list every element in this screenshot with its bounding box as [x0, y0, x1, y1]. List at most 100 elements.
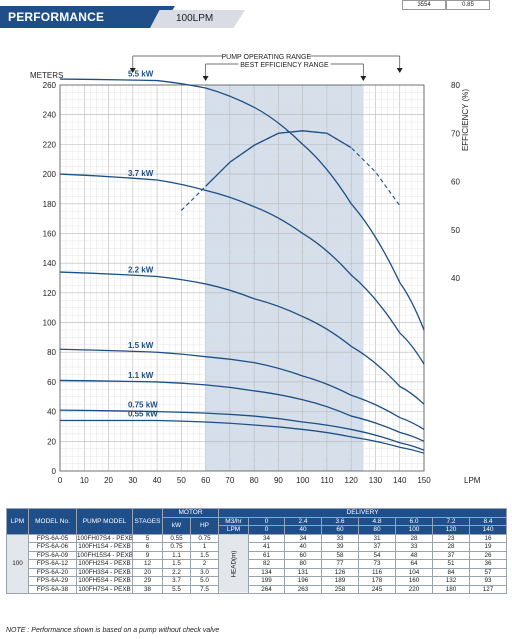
model-cell: FPS-6A-06 — [28, 542, 77, 552]
x-axis-label: LPM — [464, 476, 481, 485]
pump-operating-range-label-bg — [222, 51, 311, 60]
head-value-cell: 19 — [469, 542, 508, 552]
model-cell: FPS-6A-38 — [28, 584, 77, 594]
x-tick-label: 150 — [417, 476, 431, 485]
th-lpm-row: LPM — [218, 525, 250, 535]
head-value-cell: 73 — [358, 559, 397, 569]
head-value-cell: 189 — [321, 576, 360, 586]
th-lpm-value: 40 — [284, 525, 323, 535]
th-lpm-value: 60 — [321, 525, 360, 535]
head-value-cell: 34 — [284, 533, 323, 543]
y-axis-label: METERS — [30, 71, 63, 80]
head-value-cell: 93 — [469, 576, 508, 586]
th-m3hr-value: 8.4 — [469, 516, 508, 526]
head-curve-1-5-kW — [59, 348, 425, 430]
y-tick-label: 80 — [47, 348, 56, 357]
head-value-cell: 131 — [284, 567, 323, 577]
stages-cell: 20 — [132, 567, 163, 577]
curve-label: 5.5 kW — [128, 70, 154, 79]
x-tick-label: 10 — [80, 476, 89, 485]
th-m3hr-value: 7.2 — [432, 516, 471, 526]
head-value-cell: 40 — [284, 542, 323, 552]
head-curve-1-1-kW — [59, 379, 425, 442]
kw-cell: 2.2 — [162, 567, 191, 577]
table-row: FPS-6A-20 100FH3S4 - PEXB 20 2.2 3.0 134 131 12… — [7, 567, 508, 577]
pump-model-cell: 100FH7S4 - PEXB — [76, 584, 133, 594]
pump-operating-range-label: PUMP OPERATING RANGE — [221, 54, 311, 61]
head-value-cell: 48 — [395, 550, 434, 560]
head-value-cell: 126 — [321, 567, 360, 577]
model-cell: FPS-6A-05 — [28, 533, 77, 543]
curve-label: 2.2 kW — [128, 266, 154, 275]
head-value-cell: 134 — [248, 567, 286, 577]
x-tick-label: 140 — [393, 476, 407, 485]
page-header: PERFORMANCE 100LPM — [0, 6, 512, 28]
y2-tick-label: 40 — [451, 274, 460, 283]
head-value-cell: 36 — [469, 559, 508, 569]
table-row: FPS-6A-29 100FH5S4 - PEXB 29 3.7 5.0 199 196 18… — [7, 576, 508, 586]
head-value-cell: 160 — [395, 576, 434, 586]
stages-cell: 9 — [132, 550, 163, 560]
th-m3hr-value: 4.8 — [358, 516, 397, 526]
head-curve-0-75-kW — [59, 409, 425, 451]
th-m3hr: M3/hr — [218, 516, 250, 526]
head-value-cell: 264 — [248, 584, 286, 594]
head-value-cell: 80 — [284, 559, 323, 569]
hp-cell: 2 — [189, 559, 220, 569]
stages-cell: 12 — [132, 559, 163, 569]
head-value-cell: 33 — [395, 542, 434, 552]
kw-cell: 0.75 — [162, 542, 191, 552]
hp-cell: 3.0 — [189, 567, 220, 577]
model-cell: FPS-6A-12 — [28, 559, 77, 569]
head-value-cell: 28 — [395, 533, 434, 543]
head-value-cell: 23 — [432, 533, 471, 543]
head-value-cell: 180 — [432, 584, 471, 594]
y-tick-label: 20 — [47, 437, 56, 446]
y-tick-label: 100 — [43, 319, 57, 328]
th-stages: STAGES — [132, 508, 163, 535]
pump-operating-range-arrow — [129, 68, 136, 73]
head-curve-3-7-kW — [59, 173, 425, 365]
stages-cell: 38 — [132, 584, 163, 594]
head-value-cell: 41 — [248, 542, 286, 552]
th-lpm: LPM — [6, 508, 29, 535]
head-value-cell: 132 — [432, 576, 471, 586]
head-value-cell: 37 — [432, 550, 471, 560]
model-cell: FPS-6A-29 — [28, 576, 77, 586]
stages-cell: 6 — [132, 542, 163, 552]
y-tick-label: 160 — [43, 229, 57, 238]
kw-cell: 5.5 — [162, 584, 191, 594]
x-tick-label: 20 — [104, 476, 113, 485]
y2-tick-label: 70 — [451, 129, 460, 138]
x-tick-label: 30 — [128, 476, 137, 485]
x-tick-label: 40 — [153, 476, 162, 485]
head-curve-5-5-kW — [59, 78, 425, 331]
pump-operating-range-arrow — [396, 68, 403, 73]
th-m3hr-value: 2.4 — [284, 516, 323, 526]
kw-cell: 3.7 — [162, 576, 191, 586]
head-value-cell: 196 — [284, 576, 323, 586]
head-value-cell: 58 — [321, 550, 360, 560]
best-efficiency-range-label: BEST EFFICIENCY RANGE — [240, 62, 329, 69]
head-value-cell: 60 — [284, 550, 323, 560]
head-value-cell: 34 — [248, 533, 286, 543]
best-efficiency-range-arrow — [360, 76, 367, 81]
curve-label: 3.7 kW — [128, 169, 154, 178]
kw-cell: 0.55 — [162, 533, 191, 543]
performance-table: LPM MODEL No. PUMP MODEL STAGES MOTOR DELIVER… — [6, 508, 508, 594]
y-tick-label: 40 — [47, 408, 56, 417]
th-lpm-value: 100 — [395, 525, 434, 535]
th-kw: kW — [162, 516, 191, 535]
head-value-cell: 54 — [358, 550, 397, 560]
head-value-cell: 84 — [432, 567, 471, 577]
y-tick-label: 60 — [47, 378, 56, 387]
table-row: FPS-6A-38 100FH7S4 - PEXB 38 5.5 7.5 264 263 25… — [7, 584, 508, 594]
y2-tick-label: 50 — [451, 226, 460, 235]
stages-cell: 29 — [132, 576, 163, 586]
curve-label: 1.5 kW — [128, 341, 154, 350]
header-title-banner: PERFORMANCE — [0, 6, 175, 28]
y-tick-label: 200 — [43, 170, 57, 179]
x-tick-label: 90 — [274, 476, 283, 485]
stages-cell: 5 — [132, 533, 163, 543]
head-value-cell: 77 — [321, 559, 360, 569]
